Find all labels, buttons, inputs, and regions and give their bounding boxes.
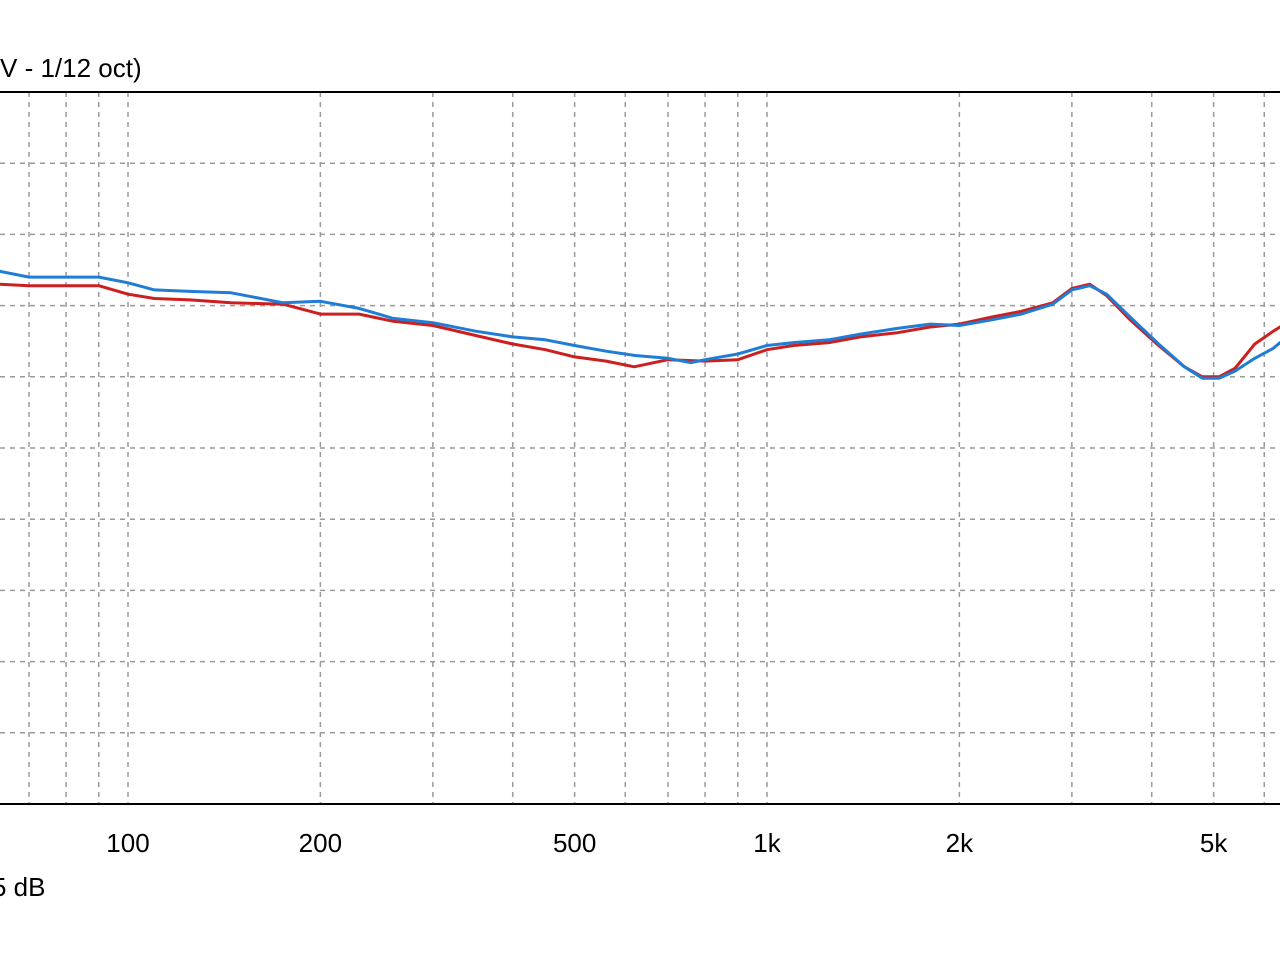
- x-tick-label-500: 500: [553, 828, 596, 858]
- x-tick-labels: 100 200 500 1k 2k 5k: [106, 828, 1228, 858]
- x-tick-label-100: 100: [106, 828, 149, 858]
- series-line-1: [0, 269, 1280, 380]
- series-line-0: [0, 282, 1280, 379]
- chart-title: V - 1/12 oct): [0, 53, 142, 83]
- x-tick-label-1k: 1k: [753, 828, 781, 858]
- x-tick-label-2k: 2k: [946, 828, 974, 858]
- grid-lines: [0, 92, 1280, 804]
- series-lines: [0, 269, 1280, 380]
- scale-note: 5 dB: [0, 872, 46, 902]
- x-tick-label-200: 200: [299, 828, 342, 858]
- x-tick-label-5k: 5k: [1200, 828, 1228, 858]
